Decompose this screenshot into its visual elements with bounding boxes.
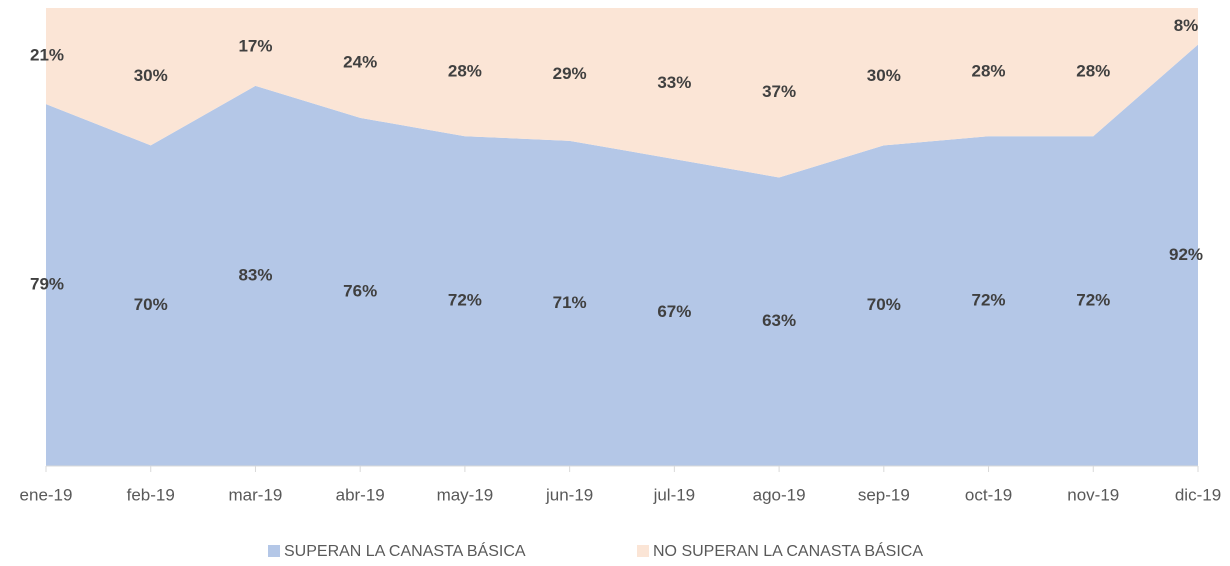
data-label: 72% bbox=[448, 291, 482, 310]
data-label: 17% bbox=[238, 36, 272, 55]
x-tick-label: may-19 bbox=[437, 485, 494, 504]
data-label: 76% bbox=[343, 281, 377, 300]
data-label: 70% bbox=[134, 295, 168, 314]
data-label: 30% bbox=[867, 66, 901, 85]
data-label: 70% bbox=[867, 295, 901, 314]
x-tick-label: nov-19 bbox=[1067, 485, 1119, 504]
x-tick-label: sep-19 bbox=[858, 485, 910, 504]
x-tick-label: jun-19 bbox=[545, 485, 593, 504]
x-tick-label: ago-19 bbox=[753, 485, 806, 504]
data-label: 72% bbox=[1076, 291, 1110, 310]
data-label: 72% bbox=[972, 291, 1006, 310]
data-label: 28% bbox=[972, 62, 1006, 81]
x-tick-label: mar-19 bbox=[229, 485, 283, 504]
data-label: 63% bbox=[762, 311, 796, 330]
data-label: 30% bbox=[134, 66, 168, 85]
x-tick-label: abr-19 bbox=[336, 485, 385, 504]
data-label: 28% bbox=[448, 62, 482, 81]
x-tick-label: oct-19 bbox=[965, 485, 1012, 504]
data-label: 79% bbox=[30, 275, 64, 294]
data-label: 83% bbox=[238, 265, 272, 284]
x-tick-label: feb-19 bbox=[127, 485, 175, 504]
area bbox=[46, 8, 1198, 178]
data-label: 71% bbox=[553, 293, 587, 312]
x-tick-label: ene-19 bbox=[20, 485, 73, 504]
data-label: 8% bbox=[1174, 16, 1199, 35]
legend-swatch bbox=[268, 545, 280, 557]
x-tick-label: dic-19 bbox=[1175, 485, 1221, 504]
data-label: 24% bbox=[343, 52, 377, 71]
legend-label: NO SUPERAN LA CANASTA BÁSICA bbox=[653, 541, 923, 560]
data-label: 37% bbox=[762, 82, 796, 101]
area bbox=[46, 44, 1198, 466]
legend-label: SUPERAN LA CANASTA BÁSICA bbox=[284, 541, 526, 560]
data-label: 29% bbox=[553, 64, 587, 83]
data-label: 67% bbox=[657, 302, 691, 321]
x-tick-label: jul-19 bbox=[653, 485, 696, 504]
data-label: 21% bbox=[30, 46, 64, 65]
data-label: 92% bbox=[1169, 245, 1203, 264]
data-label: 28% bbox=[1076, 62, 1110, 81]
legend-swatch bbox=[637, 545, 649, 557]
data-label: 33% bbox=[657, 73, 691, 92]
